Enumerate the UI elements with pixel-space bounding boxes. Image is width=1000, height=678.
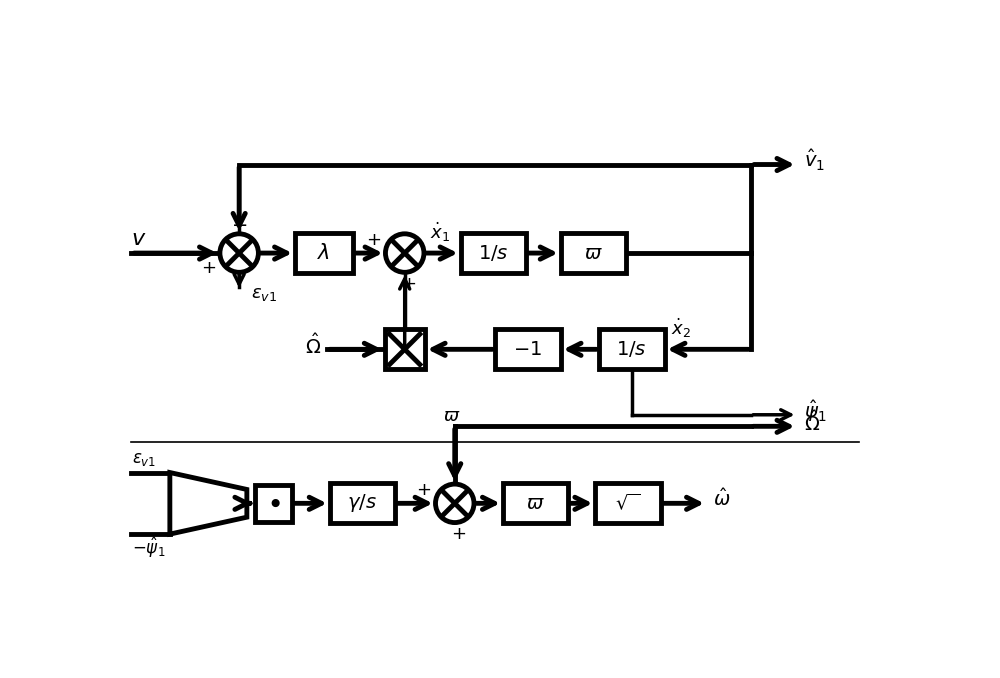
Text: $\varepsilon_{v1}$: $\varepsilon_{v1}$: [132, 450, 156, 468]
Text: $+$: $+$: [416, 481, 432, 499]
Bar: [503, 483, 568, 523]
Text: $v$: $v$: [131, 229, 147, 250]
Text: $-\hat{\psi}_1$: $-\hat{\psi}_1$: [132, 535, 166, 559]
Text: $\varepsilon_{v1}$: $\varepsilon_{v1}$: [251, 285, 277, 303]
Circle shape: [385, 234, 424, 273]
Text: $\gamma/s$: $\gamma/s$: [347, 492, 377, 515]
Text: $\varpi$: $\varpi$: [443, 407, 460, 425]
Text: $\hat{\psi}_1$: $\hat{\psi}_1$: [804, 398, 826, 424]
Text: $+$: $+$: [451, 525, 466, 543]
Bar: [461, 233, 526, 273]
Text: $\varpi$: $\varpi$: [526, 494, 545, 513]
Bar: [385, 330, 425, 370]
Text: $1/s$: $1/s$: [478, 243, 509, 263]
Text: $\hat{v}_1$: $\hat{v}_1$: [804, 148, 825, 174]
Text: $-$: $-$: [231, 214, 247, 233]
Text: $1/s$: $1/s$: [616, 339, 647, 359]
Bar: [595, 483, 661, 523]
Text: $\dot{x}_2$: $\dot{x}_2$: [671, 317, 691, 340]
Circle shape: [436, 484, 474, 523]
Polygon shape: [170, 473, 247, 534]
Text: $\dot{x}_1$: $\dot{x}_1$: [430, 220, 450, 244]
Text: $+$: $+$: [401, 275, 416, 293]
Bar: [295, 233, 353, 273]
Bar: [255, 485, 292, 522]
Text: $\sqrt{\ }$: $\sqrt{\ }$: [615, 493, 641, 514]
Text: $\hat{\omega}$: $\hat{\omega}$: [713, 489, 731, 511]
Text: $+$: $+$: [366, 231, 381, 249]
Bar: [330, 483, 395, 523]
Text: $\bullet$: $\bullet$: [266, 490, 281, 517]
Text: $\hat{\Omega}$: $\hat{\Omega}$: [804, 410, 820, 435]
Bar: [561, 233, 626, 273]
Text: $-1$: $-1$: [513, 340, 542, 359]
Text: $+$: $+$: [201, 260, 216, 277]
Bar: [599, 330, 665, 370]
Text: $\varpi$: $\varpi$: [584, 243, 603, 262]
Circle shape: [220, 234, 258, 273]
Bar: [495, 330, 561, 370]
Text: $\hat{\Omega}$: $\hat{\Omega}$: [305, 333, 322, 358]
Text: $\lambda$: $\lambda$: [317, 243, 330, 263]
